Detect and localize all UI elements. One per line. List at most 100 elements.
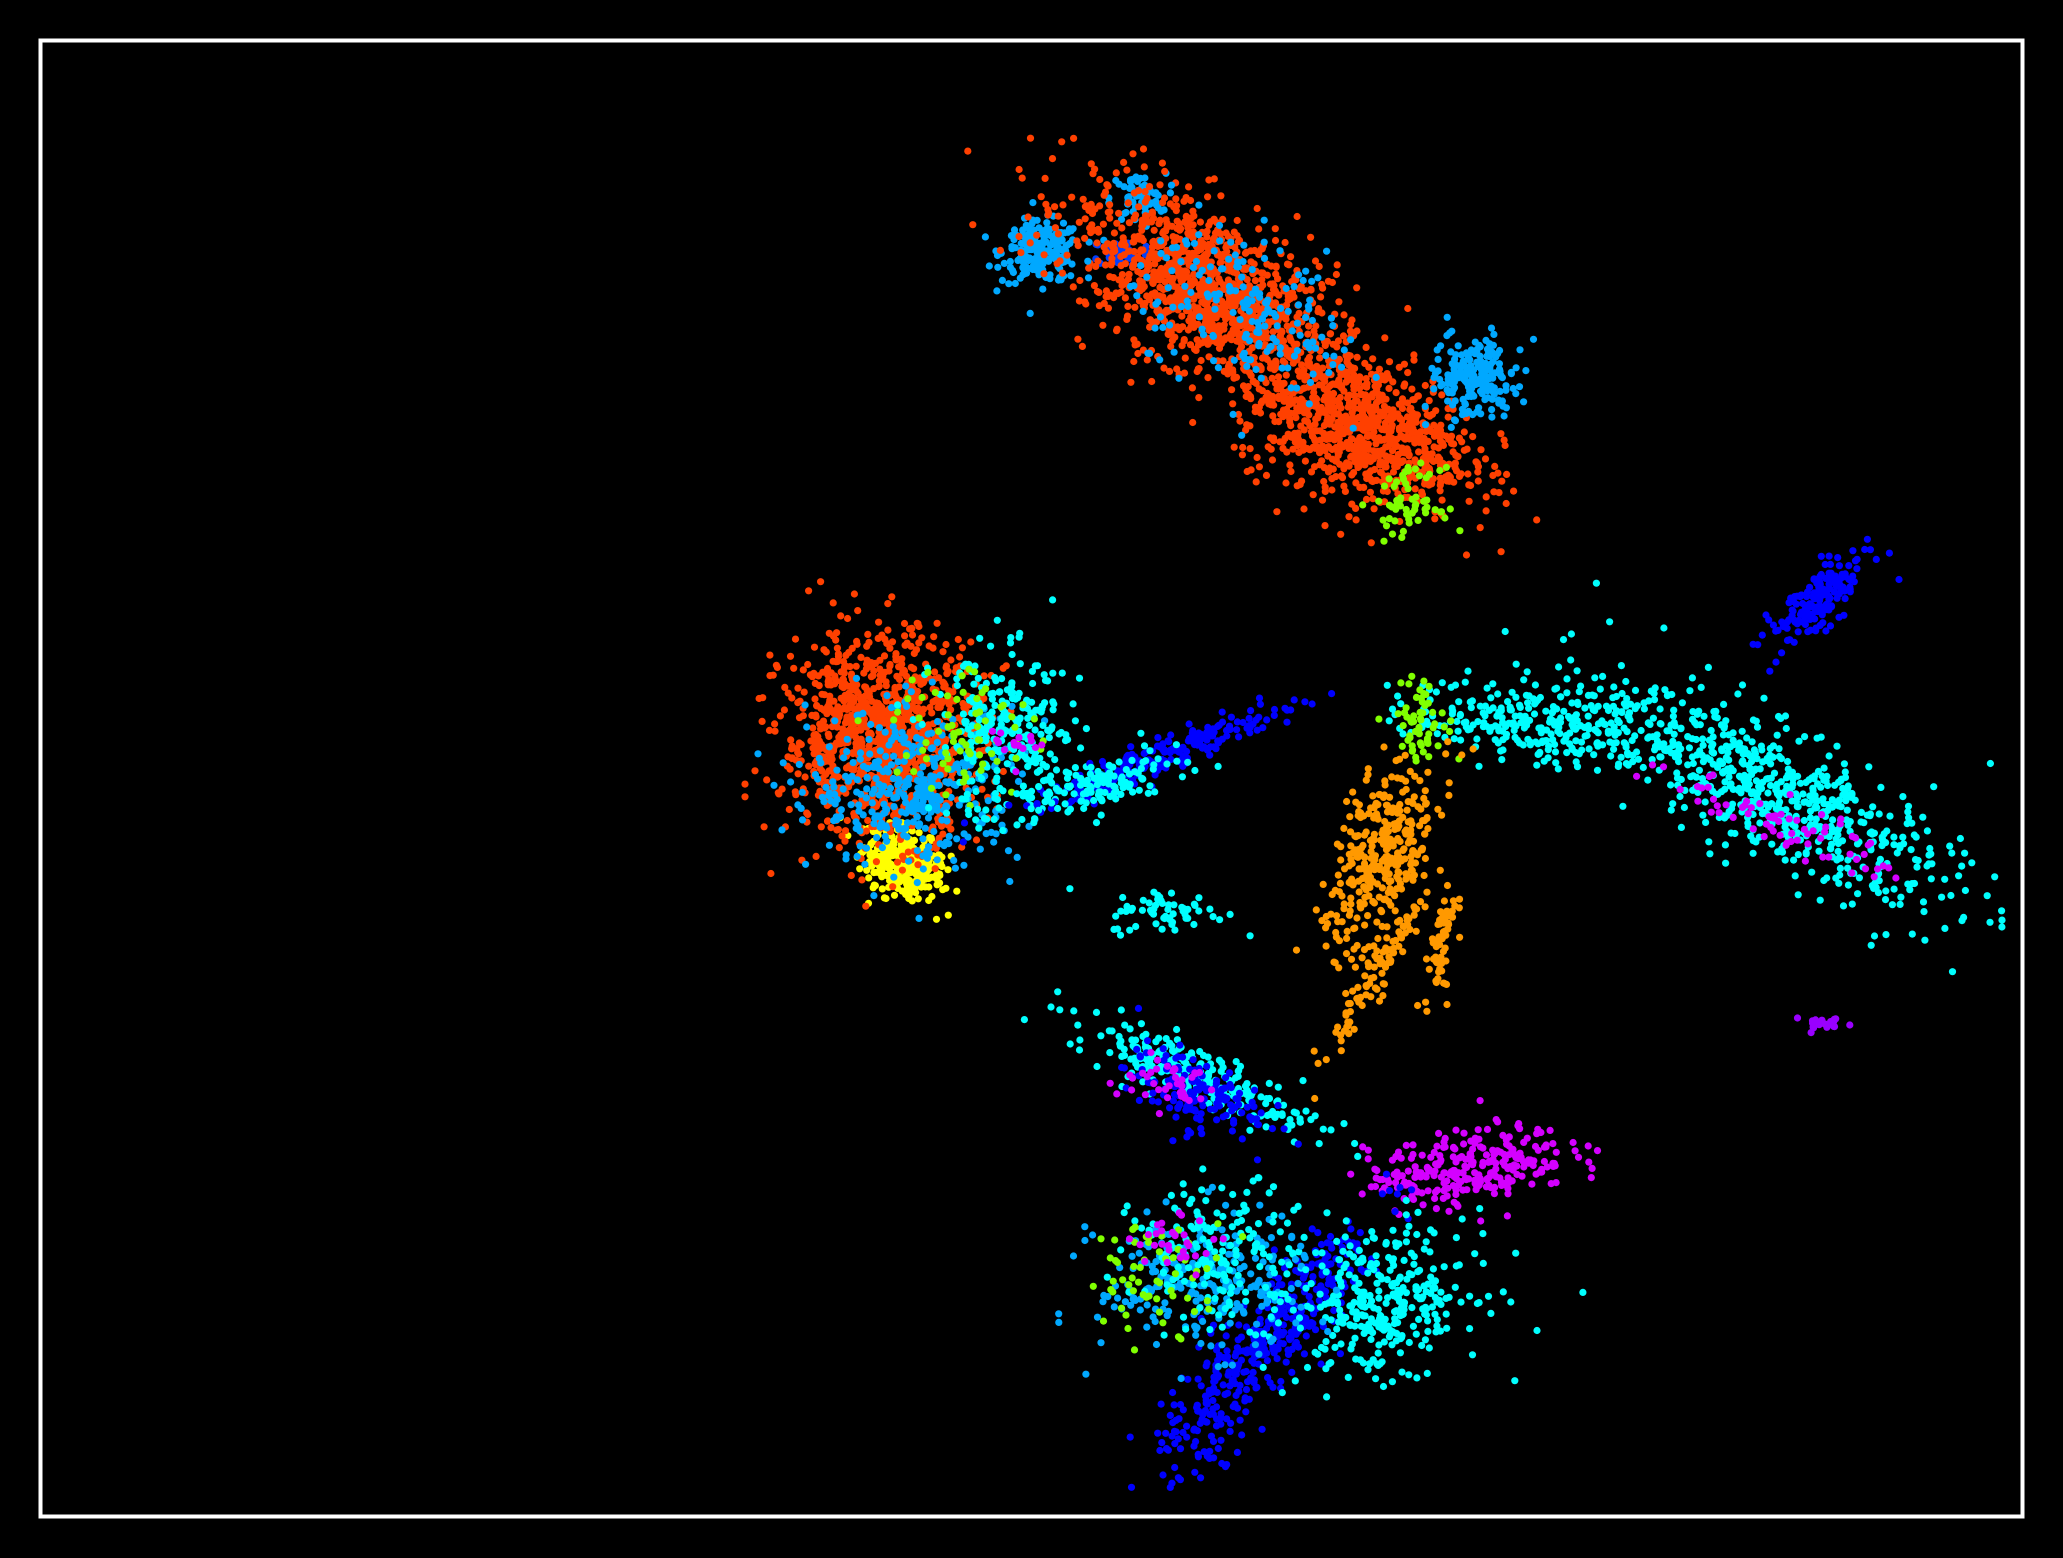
scatter-point: [1841, 595, 1849, 603]
scatter-point: [910, 697, 919, 705]
scatter-point: [837, 678, 846, 686]
scatter-point: [1043, 219, 1051, 227]
scatter-point: [1126, 282, 1135, 291]
scatter-point: [1230, 356, 1238, 364]
scatter-point: [804, 660, 812, 669]
scatter-point: [1403, 510, 1411, 518]
scatter-point: [1108, 248, 1117, 257]
scatter-point: [843, 735, 851, 743]
scatter-point: [1057, 728, 1065, 737]
scatter-point: [1258, 315, 1267, 323]
scatter-point: [902, 890, 910, 899]
scatter-point: [1271, 225, 1279, 233]
scatter-point: [886, 784, 895, 792]
scatter-point: [1003, 686, 1012, 694]
scatter-point: [1078, 342, 1086, 350]
scatter-point: [1474, 477, 1482, 485]
scatter-point: [1482, 507, 1490, 515]
scatter-point: [1175, 374, 1183, 382]
scatter-point: [1422, 496, 1430, 504]
scatter-point: [959, 699, 967, 708]
scatter-point: [1198, 339, 1206, 347]
scatter-point: [1180, 197, 1188, 205]
scatter-point: [852, 824, 860, 833]
scatter-point: [848, 644, 856, 653]
scatter-point: [1241, 333, 1249, 341]
scatter-point: [913, 813, 921, 821]
scatter-point: [1054, 276, 1063, 284]
scatter-point: [1077, 744, 1085, 752]
scatter-point: [1082, 725, 1090, 733]
scatter-point: [1110, 239, 1118, 247]
scatter-point: [1281, 238, 1289, 247]
scatter-point: [1016, 660, 1024, 668]
scatter-point: [1075, 297, 1083, 305]
scatter-point: [1446, 505, 1454, 513]
scatter-point: [1169, 303, 1177, 311]
scatter-point: [829, 657, 837, 665]
scatter-point: [1029, 199, 1037, 207]
scatter-point: [1276, 304, 1285, 312]
scatter-point: [1016, 255, 1024, 263]
scatter-point: [1428, 410, 1437, 418]
scatter-point: [1024, 244, 1032, 252]
scatter-point: [1395, 363, 1403, 371]
scatter-point: [1350, 329, 1358, 337]
scatter-point: [1276, 438, 1284, 446]
scatter-point: [1184, 224, 1192, 232]
scatter-point: [801, 773, 809, 781]
scatter-point: [1031, 726, 1039, 734]
scatter-point: [859, 811, 867, 819]
scatter-point: [1431, 506, 1439, 514]
scatter-point: [1018, 174, 1026, 182]
scatter-point: [1332, 456, 1340, 464]
scatter-point: [1189, 418, 1197, 427]
scatter-point: [849, 750, 857, 758]
scatter-point: [813, 702, 821, 710]
scatter-point: [1112, 169, 1120, 177]
scatter-point: [908, 744, 916, 752]
scatter-point: [1006, 877, 1014, 886]
scatter-point: [1103, 181, 1111, 189]
scatter-point: [1327, 314, 1335, 322]
scatter-point: [942, 640, 950, 649]
scatter-point: [1335, 298, 1343, 306]
scatter-point: [1215, 221, 1224, 229]
scatter-point: [1353, 437, 1361, 445]
scatter-point: [1464, 383, 1473, 391]
scatter-point: [1309, 338, 1317, 346]
scatter-point: [1431, 515, 1439, 523]
scatter-point: [1034, 706, 1042, 714]
scatter-point: [1011, 279, 1019, 288]
scatter-point: [785, 805, 793, 814]
scatter-point: [825, 701, 833, 709]
scatter-point: [1087, 229, 1095, 237]
scatter-point: [758, 717, 766, 726]
scatter-point: [1243, 300, 1251, 308]
scatter-point: [875, 780, 883, 788]
scatter-point: [1336, 423, 1344, 431]
scatter-point: [1209, 331, 1217, 340]
scatter-point: [827, 797, 835, 805]
scatter-point: [1314, 274, 1322, 282]
scatter-point: [1512, 364, 1520, 372]
scatter-point: [872, 812, 880, 821]
scatter-point: [1316, 461, 1324, 469]
scatter-point: [1289, 445, 1297, 453]
scatter-point: [1185, 183, 1193, 191]
scatter-point: [942, 662, 951, 670]
scatter-point: [1104, 304, 1112, 312]
scatter-point: [754, 750, 762, 758]
scatter-point: [1155, 292, 1163, 300]
scatter-point: [895, 778, 904, 786]
scatter-point: [1245, 356, 1253, 364]
scatter-point: [1377, 449, 1385, 457]
scatter-point: [1255, 225, 1263, 233]
scatter-point: [1398, 421, 1406, 429]
scatter-point: [1796, 593, 1804, 601]
scatter-point: [1035, 264, 1044, 272]
scatter-point: [1340, 346, 1348, 354]
scatter-point: [1803, 588, 1812, 596]
scatter-point: [1015, 232, 1023, 241]
scatter-point: [1260, 238, 1268, 246]
